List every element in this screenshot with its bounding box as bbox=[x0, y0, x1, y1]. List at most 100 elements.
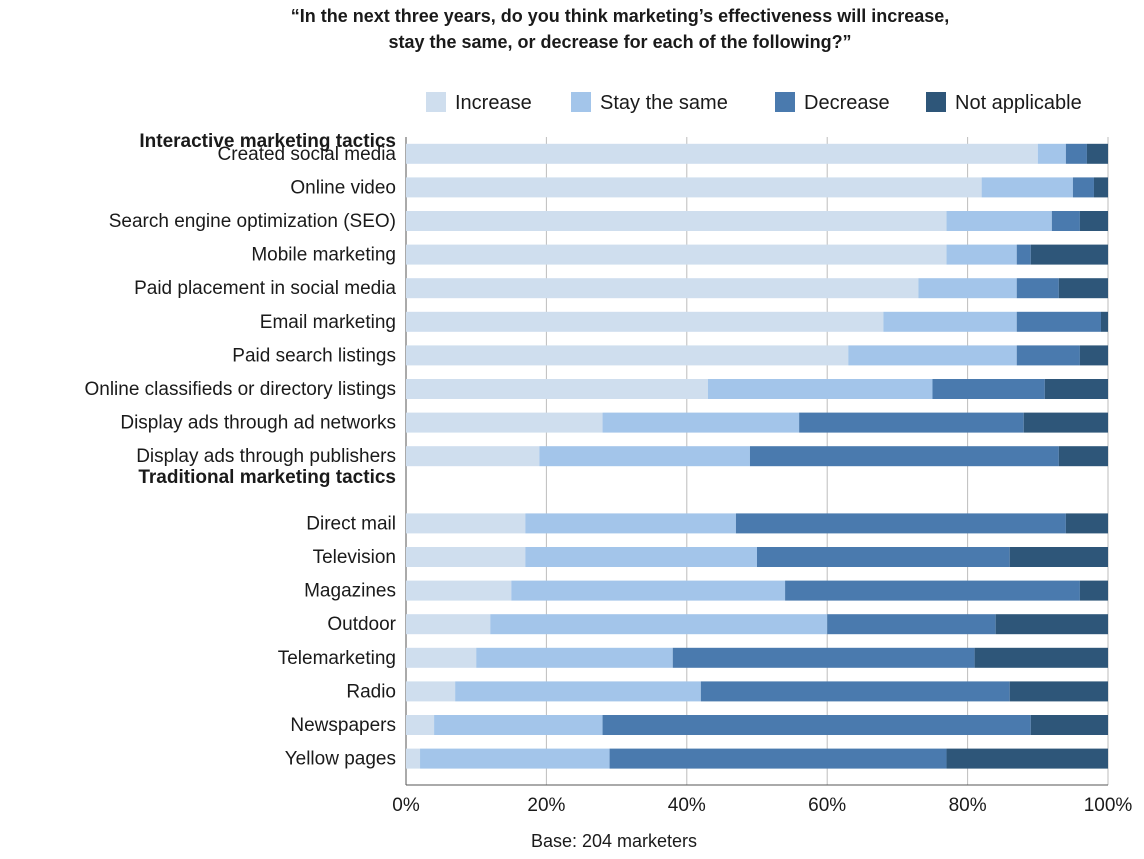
bar-newspapers-not-applicable bbox=[1030, 715, 1108, 735]
x-tick-40: 40% bbox=[668, 795, 706, 816]
x-axis-ticks: 0% 20% 40% 60% 80% 100% bbox=[392, 795, 1132, 816]
category-label-yellow-pages: Yellow pages bbox=[285, 749, 396, 770]
legend-swatch-stay-the-same bbox=[571, 92, 591, 112]
bar-radio-decrease bbox=[700, 681, 1010, 702]
category-label-display-ads-through-publishers: Display ads through publishers bbox=[136, 446, 396, 467]
x-tick-80: 80% bbox=[949, 795, 987, 816]
bar-email-marketing-not-applicable bbox=[1100, 311, 1108, 332]
bar-newspapers-decrease bbox=[602, 715, 1031, 735]
category-label-telemarketing: Telemarketing bbox=[278, 648, 396, 669]
bar-online-video-decrease bbox=[1072, 177, 1094, 198]
bar-magazines-decrease bbox=[785, 580, 1080, 601]
bar-created-social-media-stay-the-same bbox=[1037, 143, 1066, 164]
bar-online-classifieds-or-directory-listings-not-applicable bbox=[1044, 379, 1108, 399]
bar-display-ads-through-publishers-not-applicable bbox=[1058, 446, 1108, 467]
category-label-radio: Radio bbox=[346, 681, 396, 702]
category-label-magazines: Magazines bbox=[304, 581, 396, 602]
bar-telemarketing-not-applicable bbox=[974, 647, 1108, 668]
legend-swatch-increase bbox=[426, 92, 446, 112]
category-label-paid-placement-in-social-media: Paid placement in social media bbox=[134, 278, 396, 299]
bar-radio-not-applicable bbox=[1009, 681, 1108, 702]
legend-label-increase: Increase bbox=[455, 92, 532, 114]
bar-direct-mail-decrease bbox=[735, 513, 1066, 534]
bar-online-classifieds-or-directory-listings-stay-the-same bbox=[707, 379, 933, 399]
x-tick-100: 100% bbox=[1084, 795, 1133, 816]
bar-television-increase bbox=[406, 547, 526, 567]
bar-online-classifieds-or-directory-listings-increase bbox=[406, 379, 708, 399]
bar-paid-search-listings-not-applicable bbox=[1079, 345, 1108, 366]
bar-radio-stay-the-same bbox=[455, 681, 701, 702]
category-label-television: Television bbox=[313, 547, 396, 568]
bar-mobile-marketing-not-applicable bbox=[1030, 244, 1108, 265]
category-label-online-classifieds-or-directory-listings: Online classifieds or directory listings bbox=[84, 379, 396, 400]
bar-newspapers-increase bbox=[406, 715, 435, 735]
bar-online-video-not-applicable bbox=[1093, 177, 1108, 198]
category-label-mobile-marketing: Mobile marketing bbox=[251, 245, 396, 266]
x-tick-20: 20% bbox=[527, 795, 565, 816]
legend-swatch-not-applicable bbox=[926, 92, 946, 112]
bar-direct-mail-not-applicable bbox=[1065, 513, 1108, 534]
category-label-direct-mail: Direct mail bbox=[306, 513, 396, 534]
bar-paid-placement-in-social-media-stay-the-same bbox=[918, 278, 1017, 299]
bar-magazines-increase bbox=[406, 580, 512, 601]
bar-outdoor-stay-the-same bbox=[490, 614, 828, 635]
bar-display-ads-through-ad-networks-stay-the-same bbox=[602, 412, 800, 433]
bar-search-engine-optimization-seo-not-applicable bbox=[1079, 211, 1108, 231]
bar-outdoor-increase bbox=[406, 614, 491, 635]
category-label-online-video: Online video bbox=[290, 177, 396, 198]
bar-display-ads-through-ad-networks-not-applicable bbox=[1023, 412, 1108, 433]
bar-yellow-pages-not-applicable bbox=[946, 748, 1108, 769]
chart-title-line-1: “In the next three years, do you think m… bbox=[291, 6, 950, 26]
bar-yellow-pages-increase bbox=[406, 748, 421, 769]
bar-created-social-media-decrease bbox=[1065, 143, 1087, 164]
category-label-newspapers: Newspapers bbox=[290, 715, 396, 736]
bar-direct-mail-stay-the-same bbox=[525, 513, 736, 534]
bar-television-decrease bbox=[757, 547, 1010, 567]
bar-online-video-stay-the-same bbox=[981, 177, 1073, 198]
chart-title: “In the next three years, do you think m… bbox=[291, 6, 950, 52]
category-label-outdoor: Outdoor bbox=[327, 614, 396, 635]
x-tick-0: 0% bbox=[392, 795, 420, 816]
bar-television-not-applicable bbox=[1009, 547, 1108, 567]
legend-label-decrease: Decrease bbox=[804, 92, 890, 114]
category-label-email-marketing: Email marketing bbox=[260, 312, 396, 333]
base-note: Base: 204 marketers bbox=[531, 831, 697, 851]
bar-created-social-media-not-applicable bbox=[1086, 143, 1108, 164]
bar-magazines-not-applicable bbox=[1079, 580, 1108, 601]
legend-swatch-decrease bbox=[775, 92, 795, 112]
category-label-display-ads-through-ad-networks: Display ads through ad networks bbox=[120, 413, 396, 434]
bar-search-engine-optimization-seo-stay-the-same bbox=[946, 211, 1052, 231]
bar-outdoor-not-applicable bbox=[995, 614, 1108, 635]
bar-mobile-marketing-stay-the-same bbox=[946, 244, 1017, 265]
group-label-traditional-marketing-tactics: Traditional marketing tactics bbox=[138, 467, 396, 488]
bar-paid-placement-in-social-media-not-applicable bbox=[1058, 278, 1108, 299]
bar-yellow-pages-decrease bbox=[609, 748, 947, 769]
chart-title-line-2: stay the same, or decrease for each of t… bbox=[388, 32, 851, 52]
bar-outdoor-decrease bbox=[827, 614, 996, 635]
bar-display-ads-through-publishers-decrease bbox=[749, 446, 1059, 467]
bar-telemarketing-increase bbox=[406, 647, 477, 668]
bar-online-video-increase bbox=[406, 177, 982, 198]
category-label-paid-search-listings: Paid search listings bbox=[232, 345, 396, 366]
bar-radio-increase bbox=[406, 681, 456, 702]
bar-search-engine-optimization-seo-increase bbox=[406, 211, 947, 231]
bar-telemarketing-decrease bbox=[672, 647, 975, 668]
bar-search-engine-optimization-seo-decrease bbox=[1051, 211, 1080, 231]
legend-label-stay-the-same: Stay the same bbox=[600, 92, 728, 114]
category-label-search-engine-optimization-seo: Search engine optimization (SEO) bbox=[109, 211, 396, 232]
bar-paid-placement-in-social-media-increase bbox=[406, 278, 919, 299]
x-tick-60: 60% bbox=[808, 795, 846, 816]
legend-label-not-applicable: Not applicable bbox=[955, 92, 1082, 114]
category-label-created-social-media: Created social media bbox=[218, 144, 397, 165]
bar-online-classifieds-or-directory-listings-decrease bbox=[932, 379, 1045, 399]
bars bbox=[406, 143, 1108, 769]
bar-created-social-media-increase bbox=[406, 143, 1038, 164]
bar-newspapers-stay-the-same bbox=[434, 715, 603, 735]
legend: Increase Stay the same Decrease Not applica… bbox=[426, 92, 1082, 114]
bar-display-ads-through-publishers-stay-the-same bbox=[539, 446, 750, 467]
bar-paid-search-listings-increase bbox=[406, 345, 849, 366]
bar-paid-search-listings-decrease bbox=[1016, 345, 1080, 366]
bar-email-marketing-decrease bbox=[1016, 311, 1101, 332]
